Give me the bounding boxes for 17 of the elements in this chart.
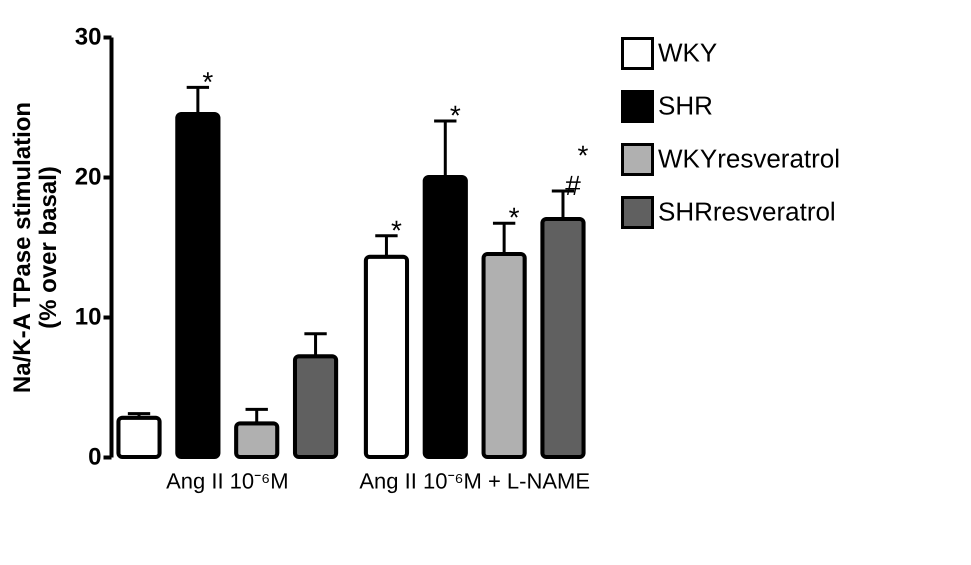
x-tick-label: Ang II 10⁻⁶M [166, 468, 289, 494]
annotation: * [578, 140, 589, 171]
legend-label: SHR [658, 90, 713, 120]
legend-label: WKYresveratrol [658, 144, 840, 174]
y-tick-label: 0 [88, 444, 102, 470]
annotation: * [202, 66, 214, 98]
y-tick-label: 10 [74, 304, 102, 330]
legend-label: WKY [658, 38, 718, 68]
legend-label: SHRresveratrol [658, 196, 836, 226]
x-tick-label: Ang II 10⁻⁶M + L-NAME [359, 468, 590, 494]
y-tick-label: 20 [74, 164, 102, 190]
y-axis-title: Na/K-A TPase stimulation (% over basal) [8, 102, 62, 394]
annotation: * [390, 214, 402, 246]
annotation: * [508, 202, 520, 234]
annotation: * [450, 100, 461, 131]
annotation: # [565, 170, 582, 201]
y-tick-label: 30 [74, 24, 102, 50]
